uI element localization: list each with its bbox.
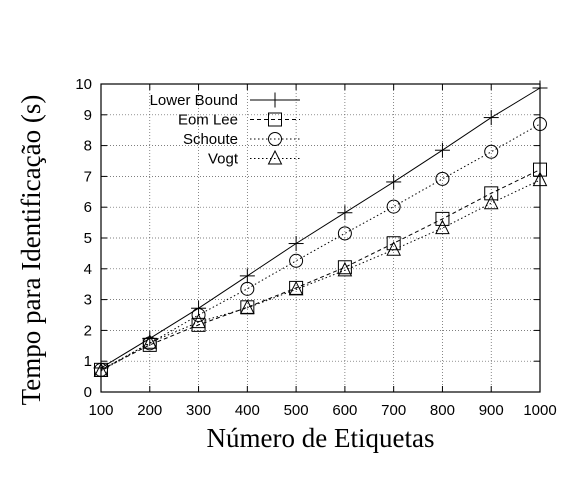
x-tick-label: 900 <box>479 402 504 419</box>
data-point-vogt <box>288 280 304 296</box>
y-tick-label: 7 <box>84 168 92 185</box>
data-point-schoute <box>289 253 304 268</box>
y-tick-label: 1 <box>84 353 92 370</box>
x-tick-label: 800 <box>430 402 455 419</box>
data-point-schoute <box>484 144 499 159</box>
data-point-schoute <box>435 171 450 186</box>
legend-entry-eom-lee: Eom Lee <box>178 112 300 129</box>
x-tick-label: 400 <box>235 402 260 419</box>
data-point-schoute <box>386 199 401 214</box>
y-axis-title: Tempo para Identificação (s) <box>16 95 46 406</box>
data-point-lower-bound <box>337 205 353 221</box>
series-vogt <box>93 171 548 378</box>
y-tick-label: 0 <box>84 384 92 401</box>
data-point-vogt <box>386 241 401 256</box>
legend: Lower Bound Eom Lee Schoute Vogt <box>150 92 300 168</box>
series-eom-lee <box>94 162 547 377</box>
x-tick-label: 200 <box>137 402 162 419</box>
data-point-eom-lee <box>386 236 401 251</box>
y-tick-label: 2 <box>84 322 92 339</box>
legend-entry-lower-bound: Lower Bound <box>150 92 300 109</box>
data-point-lower-bound <box>386 174 402 190</box>
legend-marker <box>267 149 283 165</box>
x-tick-label: 500 <box>284 402 309 419</box>
data-point-lower-bound <box>288 236 304 252</box>
x-tick-label: 100 <box>88 402 113 419</box>
x-tick-label: 300 <box>186 402 211 419</box>
data-point-vogt <box>435 219 450 235</box>
x-tick-label: 1000 <box>523 402 556 419</box>
y-tick-label: 3 <box>84 292 92 309</box>
legend-marker <box>268 132 282 146</box>
data-point-eom-lee <box>337 260 352 275</box>
series-line-schoute <box>100 123 541 371</box>
legend-label: Lower Bound <box>150 92 238 109</box>
data-point-vogt <box>483 194 499 210</box>
x-axis-title: Número de Etiquetas <box>207 423 435 453</box>
series-line-eom-lee <box>100 169 541 371</box>
series-layer <box>93 80 548 378</box>
series-line-vogt <box>100 179 541 372</box>
y-tick-label: 9 <box>84 107 92 124</box>
y-tick-label: 4 <box>84 261 92 278</box>
legend-label: Eom Lee <box>178 112 238 129</box>
data-point-lower-bound <box>434 142 450 158</box>
legend-marker <box>267 92 283 108</box>
data-point-eom-lee <box>240 300 255 315</box>
series-schoute <box>94 117 547 377</box>
data-point-eom-lee <box>484 186 499 201</box>
data-point-eom-lee <box>435 211 450 226</box>
data-point-vogt <box>142 334 158 349</box>
legend-entry-vogt: Vogt <box>208 149 300 168</box>
y-tick-label: 6 <box>84 199 92 216</box>
data-point-lower-bound <box>239 268 255 284</box>
data-point-schoute <box>240 281 255 296</box>
data-point-eom-lee <box>191 317 206 332</box>
data-point-schoute <box>191 308 206 322</box>
data-point-vogt <box>337 261 353 277</box>
data-point-schoute <box>337 226 352 241</box>
series-lower-bound <box>93 80 548 376</box>
legend-label: Vogt <box>208 151 239 168</box>
data-point-vogt <box>191 313 206 329</box>
legend-entry-schoute: Schoute <box>183 131 300 148</box>
data-point-lower-bound <box>483 110 499 126</box>
x-tick-label: 700 <box>381 402 406 419</box>
x-tick-label: 600 <box>332 402 357 419</box>
legend-label: Schoute <box>183 131 238 148</box>
ticks: 0 1 2 3 4 5 6 7 8 9 10 100 200 300 400 500 600 700 800 900 1… <box>75 76 556 419</box>
data-point-vogt <box>240 299 255 314</box>
data-point-schoute <box>142 336 157 351</box>
y-tick-label: 10 <box>75 76 92 93</box>
y-tick-label: 8 <box>84 138 92 155</box>
legend-marker <box>268 112 282 127</box>
series-line-lower-bound <box>100 87 541 369</box>
grid <box>101 84 540 392</box>
y-tick-label: 5 <box>84 230 92 247</box>
